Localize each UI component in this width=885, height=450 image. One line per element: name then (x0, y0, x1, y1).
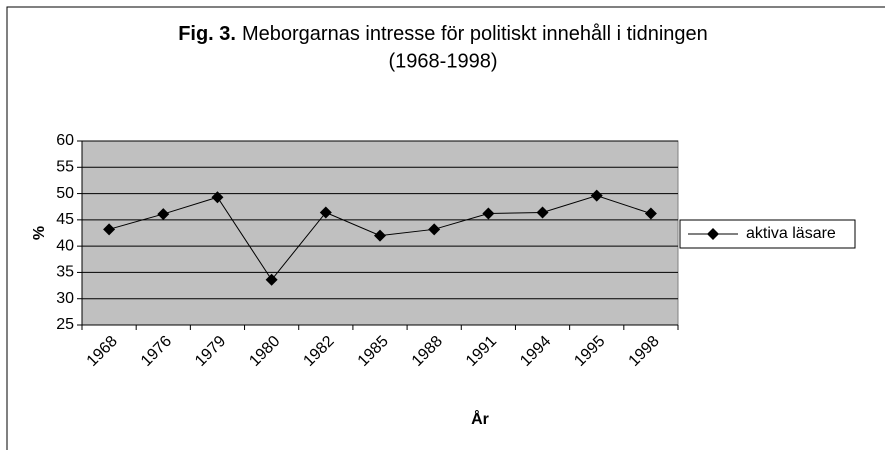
legend-label: aktiva läsare (746, 225, 836, 242)
x-axis-label: År (471, 409, 489, 428)
marker (536, 206, 549, 219)
marker (374, 229, 386, 242)
chart-title: Fig. 3. Meborgarnas intresse för politisk… (178, 23, 708, 45)
title-text: Meborgarnas intresse för politiskt inneh… (242, 23, 708, 45)
y-tick-label: 45 (56, 211, 74, 228)
y-tick-label: 30 (56, 290, 74, 307)
y-tick-label: 50 (56, 185, 74, 202)
marker (157, 208, 170, 221)
marker (590, 189, 603, 202)
marker (265, 273, 278, 286)
y-axis-label: % (31, 226, 48, 240)
marker (482, 207, 495, 220)
y-tick-label: 25 (56, 316, 74, 333)
marker (428, 223, 441, 236)
marker (211, 191, 224, 204)
y-tick-label: 60 (56, 132, 74, 149)
marker (644, 207, 657, 220)
legend-marker (707, 228, 719, 240)
figure-label: Fig. 3. (178, 23, 236, 45)
chart-subtitle: (1968-1998) (389, 50, 498, 72)
marker (103, 223, 116, 236)
y-tick-label: 35 (56, 264, 74, 281)
y-tick-label: 40 (56, 237, 74, 254)
marker (319, 206, 332, 219)
y-tick-label: 55 (56, 159, 74, 176)
